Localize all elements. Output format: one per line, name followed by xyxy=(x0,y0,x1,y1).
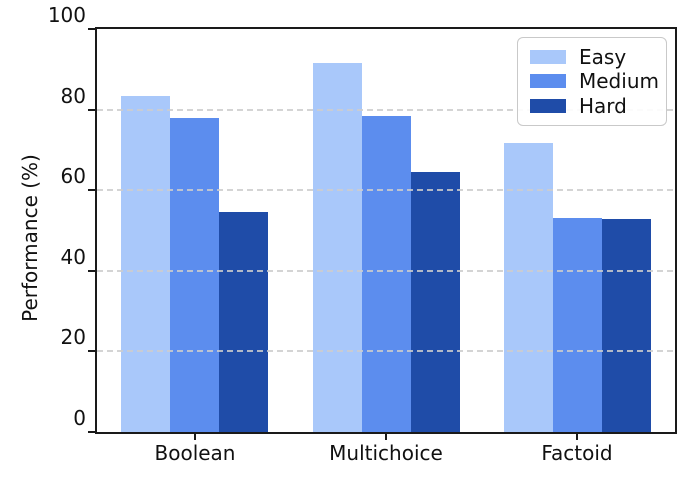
legend-label-hard: Hard xyxy=(579,93,627,118)
x-tick-mark-factoid xyxy=(576,433,579,440)
y-tick-mark-60 xyxy=(88,189,96,192)
legend: Easy Medium Hard xyxy=(517,37,667,126)
gridline-y-20 xyxy=(97,350,675,353)
y-tick-mark-0 xyxy=(88,431,96,433)
x-tick-mark-boolean xyxy=(193,433,196,440)
bar-boolean-easy xyxy=(121,95,171,432)
legend-label-medium: Medium xyxy=(579,69,659,94)
legend-swatch-hard-icon xyxy=(530,98,566,113)
y-tick-mark-80 xyxy=(88,108,96,111)
legend-swatch-easy-icon xyxy=(530,50,566,65)
legend-swatch-medium-icon xyxy=(530,74,566,89)
x-tick-label-multichoice: Multichoice xyxy=(329,441,443,465)
bar-multichoice-medium xyxy=(361,116,411,432)
bar-boolean-hard xyxy=(219,212,269,432)
y-tick-label: 60 xyxy=(60,164,86,188)
bar-factoid-easy xyxy=(503,143,553,432)
bar-multichoice-hard xyxy=(410,171,460,432)
x-tick-label-boolean: Boolean xyxy=(154,441,236,465)
x-tick-mark-multichoice xyxy=(385,433,387,440)
y-tick-mark-20 xyxy=(88,350,96,353)
y-tick-mark-100 xyxy=(88,28,96,30)
legend-label-easy: Easy xyxy=(579,45,627,70)
bar-factoid-hard xyxy=(601,219,651,432)
y-tick-label: 100 xyxy=(47,3,86,27)
y-tick-label: 40 xyxy=(60,245,86,269)
legend-row-medium: Medium xyxy=(530,69,659,93)
gridline-y-80 xyxy=(97,108,675,111)
bar-multichoice-easy xyxy=(312,63,362,432)
y-tick-label: 20 xyxy=(60,325,86,349)
gridline-y-60 xyxy=(97,189,675,192)
gridline-y-40 xyxy=(97,269,675,272)
bar-factoid-medium xyxy=(552,218,602,432)
y-tick-mark-40 xyxy=(88,269,96,272)
legend-row-easy: Easy xyxy=(530,45,654,69)
y-tick-label: 0 xyxy=(73,406,86,430)
bar-boolean-medium xyxy=(170,118,220,432)
y-tick-label: 80 xyxy=(60,84,86,108)
x-tick-label-factoid: Factoid xyxy=(541,441,613,465)
legend-row-hard: Hard xyxy=(530,94,654,118)
